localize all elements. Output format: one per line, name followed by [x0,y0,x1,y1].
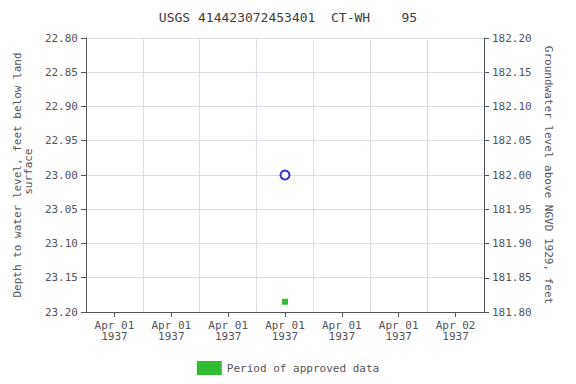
svg-text:22.95: 22.95 [45,134,78,147]
svg-text:Apr 01: Apr 01 [378,319,419,332]
svg-text:182.00: 182.00 [492,169,532,182]
svg-text:1937: 1937 [442,330,469,343]
svg-text:1937: 1937 [272,330,299,343]
svg-text:181.85: 181.85 [492,271,532,284]
svg-text:22.80: 22.80 [45,32,78,45]
svg-text:Apr 01: Apr 01 [151,319,192,332]
svg-text:Depth to water level, feet bel: Depth to water level, feet below land [11,52,24,298]
svg-text:Apr 01: Apr 01 [265,319,305,332]
svg-text:1937: 1937 [385,330,412,343]
svg-text:Apr 01: Apr 01 [322,319,362,332]
svg-text:Groundwater level above NGVD 1: Groundwater level above NGVD 1929, feet [542,46,555,304]
svg-text:Period of approved data: Period of approved data [227,362,379,375]
svg-text:182.10: 182.10 [492,100,532,113]
svg-text:1937: 1937 [215,330,242,343]
svg-text:182.05: 182.05 [492,134,532,147]
svg-text:23.10: 23.10 [45,237,78,250]
svg-text:Apr 02: Apr 02 [435,319,476,332]
svg-text:182.15: 182.15 [492,66,532,79]
svg-text:181.90: 181.90 [492,237,532,250]
svg-text:1937: 1937 [101,330,128,343]
svg-text:23.20: 23.20 [45,306,78,319]
svg-text:1937: 1937 [158,330,185,343]
svg-text:Apr 01: Apr 01 [94,319,135,332]
svg-text:surface: surface [22,149,35,202]
svg-text:Apr 01: Apr 01 [208,319,248,332]
svg-text:22.85: 22.85 [45,66,78,79]
svg-text:USGS 414423072453401 CT-WH: USGS 414423072453401 CT-WH 95 [159,10,417,25]
svg-text:182.20: 182.20 [492,32,532,45]
svg-text:1937: 1937 [329,330,356,343]
svg-text:23.05: 23.05 [45,203,78,216]
svg-text:22.90: 22.90 [45,100,78,113]
svg-text:181.95: 181.95 [492,203,532,216]
svg-text:23.00: 23.00 [45,169,78,182]
svg-text:181.80: 181.80 [492,306,532,319]
svg-text:23.15: 23.15 [45,271,78,284]
